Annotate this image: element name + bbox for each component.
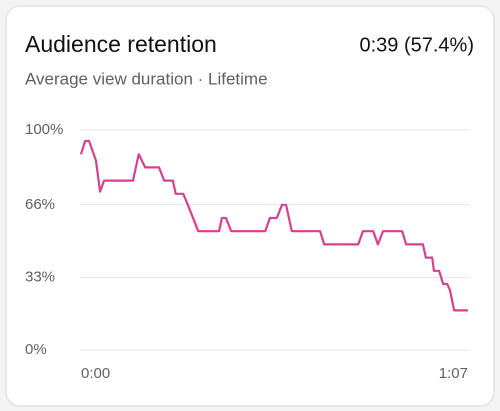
y-tick-label: 100% xyxy=(25,121,63,138)
y-tick-label: 66% xyxy=(25,196,55,213)
card xyxy=(5,5,495,407)
y-tick-label: 33% xyxy=(25,268,55,285)
chart-title: Audience retention xyxy=(25,31,217,57)
x-tick-label: 1:07 xyxy=(439,365,468,382)
headline: 0:39 (57.4%) xyxy=(359,34,474,56)
x-tick-label: 0:00 xyxy=(81,365,110,382)
subtitle: Average view duration · Lifetime xyxy=(25,69,268,88)
line xyxy=(79,139,468,312)
y-tick-label: 0% xyxy=(25,341,47,358)
